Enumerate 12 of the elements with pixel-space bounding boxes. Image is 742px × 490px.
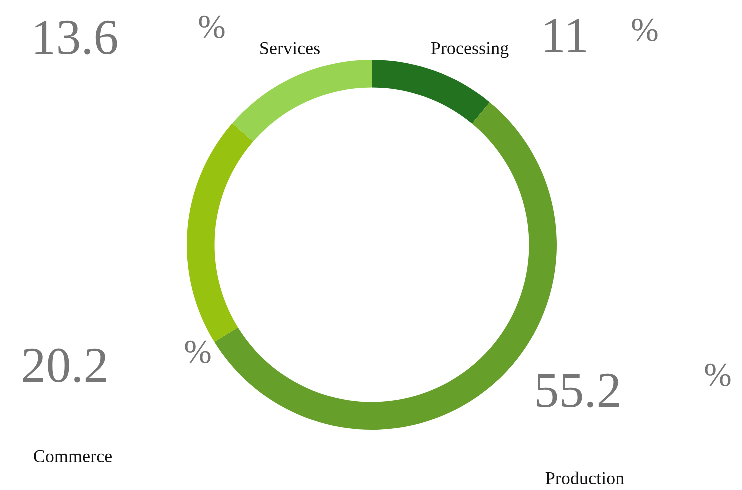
text: %: [632, 18, 658, 42]
text: %: [185, 340, 211, 364]
slice-label: Processing: [431, 42, 509, 58]
data-label: 11: [545, 19, 586, 52]
text: %: [705, 364, 731, 386]
text: %: [199, 16, 225, 38]
slice-label: Production: [546, 472, 624, 485]
data-label: 20.2: [23, 348, 106, 383]
data-label: 13.6: [36, 20, 118, 55]
slice-label: Services: [260, 42, 320, 55]
data-label: 55.2: [537, 374, 619, 408]
slice-label: Commerce: [34, 450, 112, 463]
